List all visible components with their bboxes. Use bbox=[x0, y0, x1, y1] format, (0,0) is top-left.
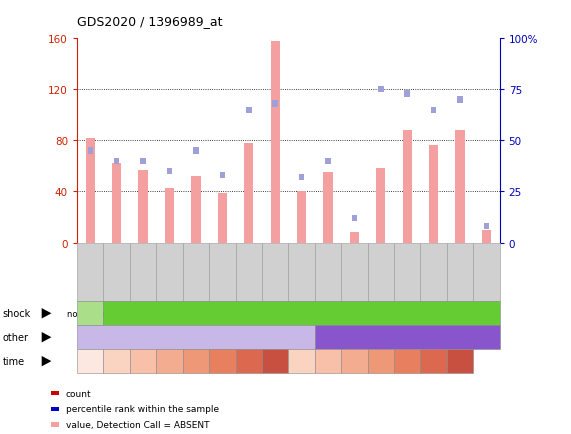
Text: intact femora: intact femora bbox=[167, 333, 224, 342]
Text: 6 wk: 6 wk bbox=[268, 359, 283, 364]
Bar bbox=[378, 87, 384, 93]
Bar bbox=[297, 192, 306, 243]
Text: GSM74217: GSM74217 bbox=[167, 253, 172, 292]
Bar bbox=[456, 131, 465, 243]
Text: 2 wk: 2 wk bbox=[188, 359, 203, 364]
Bar bbox=[167, 168, 172, 175]
Text: GSM74216: GSM74216 bbox=[325, 253, 331, 292]
Text: GSM74215: GSM74215 bbox=[140, 253, 146, 292]
Bar bbox=[114, 158, 119, 164]
Text: 1 d: 1 d bbox=[112, 359, 122, 364]
Bar bbox=[112, 164, 121, 243]
Bar bbox=[457, 97, 463, 103]
Bar bbox=[218, 193, 227, 243]
Bar bbox=[220, 173, 225, 179]
Bar bbox=[323, 173, 332, 243]
Text: 6 wk: 6 wk bbox=[453, 359, 468, 364]
Text: 1 wk: 1 wk bbox=[162, 359, 177, 364]
Text: time: time bbox=[3, 356, 25, 366]
Bar bbox=[376, 169, 385, 243]
Bar bbox=[404, 91, 410, 97]
Bar bbox=[246, 107, 251, 114]
Bar bbox=[139, 171, 148, 243]
Text: 3 d: 3 d bbox=[323, 359, 333, 364]
Text: 1 d: 1 d bbox=[296, 359, 307, 364]
Text: GSM74214: GSM74214 bbox=[114, 253, 120, 292]
Text: midshaft fracture: midshaft fracture bbox=[265, 309, 338, 318]
Text: GSM74228: GSM74228 bbox=[484, 253, 489, 292]
Bar bbox=[165, 188, 174, 243]
Text: GSM74218: GSM74218 bbox=[351, 253, 357, 292]
Bar bbox=[87, 148, 93, 155]
Bar bbox=[350, 233, 359, 243]
Text: 3 d: 3 d bbox=[138, 359, 148, 364]
Text: GSM74227: GSM74227 bbox=[299, 253, 304, 292]
Bar bbox=[191, 177, 200, 243]
Text: other: other bbox=[3, 332, 29, 342]
Text: GDS2020 / 1396989_at: GDS2020 / 1396989_at bbox=[77, 15, 223, 28]
Text: count: count bbox=[66, 389, 91, 398]
Bar bbox=[429, 146, 438, 243]
Text: GSM74226: GSM74226 bbox=[457, 253, 463, 292]
Bar bbox=[140, 158, 146, 164]
Bar bbox=[325, 158, 331, 164]
Text: GSM74224: GSM74224 bbox=[431, 253, 437, 292]
Bar bbox=[271, 42, 280, 243]
Bar bbox=[86, 138, 95, 243]
Text: percentile rank within the sample: percentile rank within the sample bbox=[66, 404, 219, 413]
Text: 4 wk: 4 wk bbox=[242, 359, 256, 364]
Bar bbox=[484, 224, 489, 230]
Text: GSM74225: GSM74225 bbox=[272, 253, 278, 292]
Text: 2 wk: 2 wk bbox=[373, 359, 388, 364]
Text: 3 wk: 3 wk bbox=[400, 359, 415, 364]
Text: 1 wk: 1 wk bbox=[347, 359, 362, 364]
Bar bbox=[482, 230, 491, 243]
Text: value, Detection Call = ABSENT: value, Detection Call = ABSENT bbox=[66, 420, 209, 429]
Bar bbox=[193, 148, 199, 155]
Text: 3 wk: 3 wk bbox=[215, 359, 230, 364]
Text: fractured femora: fractured femora bbox=[371, 333, 443, 342]
Text: GSM74221: GSM74221 bbox=[219, 253, 226, 292]
Bar bbox=[272, 101, 278, 108]
Text: control: control bbox=[79, 359, 101, 364]
Text: GSM74222: GSM74222 bbox=[404, 253, 410, 292]
Text: no fracture: no fracture bbox=[67, 309, 114, 318]
Text: GSM74220: GSM74220 bbox=[378, 253, 384, 292]
Text: GSM74213: GSM74213 bbox=[87, 253, 93, 292]
Bar bbox=[244, 144, 254, 243]
Text: 4 wk: 4 wk bbox=[426, 359, 441, 364]
Text: GSM74223: GSM74223 bbox=[246, 253, 252, 292]
Bar bbox=[431, 107, 436, 114]
Bar bbox=[299, 174, 304, 181]
Text: GSM74219: GSM74219 bbox=[193, 253, 199, 292]
Bar bbox=[403, 131, 412, 243]
Text: shock: shock bbox=[3, 309, 31, 319]
Bar bbox=[352, 215, 357, 222]
